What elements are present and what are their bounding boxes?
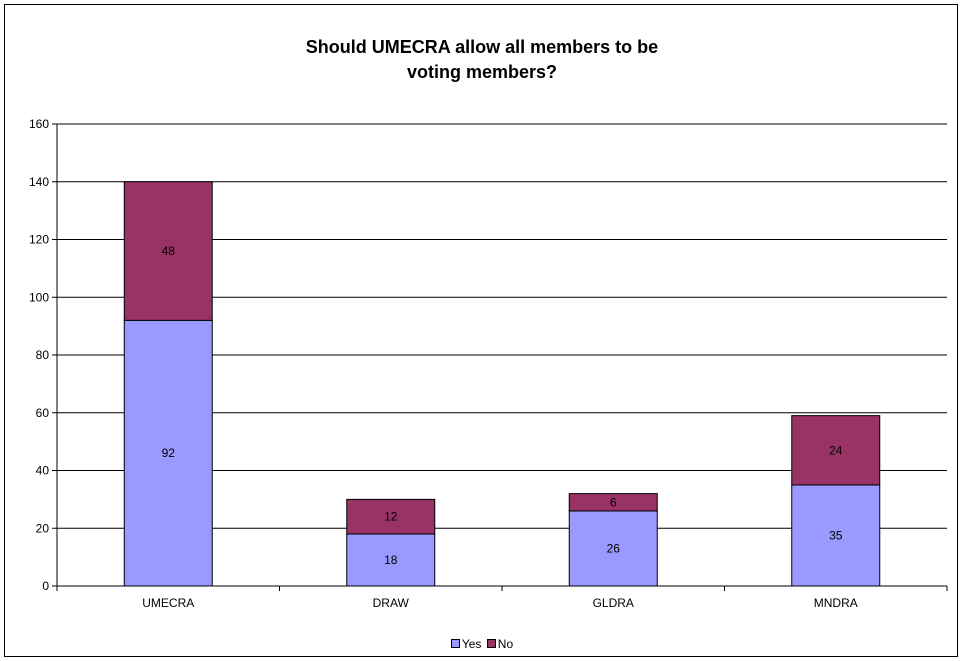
bar-no — [346, 498, 436, 535]
data-label: 92 — [162, 446, 176, 460]
x-tick-label: GLDRA — [593, 596, 634, 610]
data-label: 18 — [384, 553, 398, 567]
chart-title-line-2: voting members? — [406, 62, 558, 82]
legend-swatch-no — [486, 639, 496, 648]
data-label: 12 — [384, 510, 398, 524]
y-tick-label: 40 — [36, 464, 50, 478]
chart-title-line-1: Should UMECRA allow all members to be — [305, 37, 659, 57]
legend-swatch-yes — [450, 639, 460, 648]
chart-title: Should UMECRA allow all members to be vo… — [5, 35, 959, 85]
x-tick-label: UMECRA — [142, 596, 194, 610]
data-label: 24 — [829, 443, 843, 457]
y-tick-label: 60 — [36, 406, 50, 420]
bar-no — [123, 181, 213, 321]
legend-item-no: No — [486, 637, 514, 651]
bar-no — [568, 493, 658, 512]
legend-label-no: No — [497, 637, 514, 651]
chart-frame: Should UMECRA allow all members to be vo… — [4, 4, 958, 657]
y-tick-label: 80 — [36, 348, 50, 362]
y-tick-label: 20 — [36, 521, 50, 535]
y-tick-label: 160 — [29, 117, 49, 131]
x-tick-label: MNDRA — [814, 596, 858, 610]
bar-yes — [568, 510, 658, 587]
data-label: 6 — [610, 495, 617, 509]
y-tick-label: 0 — [42, 579, 49, 593]
legend-item-yes: Yes — [450, 637, 482, 651]
legend-label-yes: Yes — [461, 637, 482, 651]
data-label: 26 — [607, 541, 621, 555]
data-label: 35 — [829, 528, 843, 542]
x-tick-label: DRAW — [373, 596, 410, 610]
legend: Yes No — [5, 637, 959, 651]
y-tick-label: 140 — [29, 175, 49, 189]
bar-yes — [791, 484, 881, 587]
y-tick-label: 120 — [29, 233, 49, 247]
bar-no — [791, 415, 881, 486]
bar-yes — [346, 533, 436, 587]
y-tick-label: 100 — [29, 290, 49, 304]
bar-yes — [123, 319, 213, 587]
data-label: 48 — [162, 244, 176, 258]
chart-plot: 0 20 40 60 80 100 120 140 160 92 48 UMECRA 18 12 DRAW 2… — [29, 117, 948, 610]
